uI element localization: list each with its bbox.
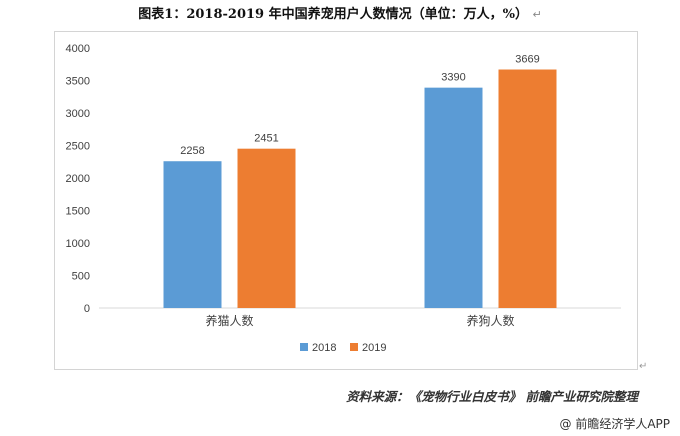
legend-label: 2019: [362, 342, 386, 354]
legend-label: 2018: [312, 342, 336, 354]
bar-2019: [498, 69, 557, 308]
category-label: 养猫人数: [205, 313, 253, 328]
y-tick-label: 1500: [66, 206, 90, 218]
data-label: 3669: [515, 54, 539, 66]
source-text: 资料来源：《宠物行业白皮书》 前瞻产业研究院整理: [346, 389, 638, 404]
data-label: 3390: [441, 72, 465, 84]
data-label: 2451: [254, 133, 278, 145]
y-tick-label: 0: [84, 303, 90, 315]
y-tick-label: 2500: [66, 141, 90, 153]
frame-paragraph-mark: ↵: [639, 361, 648, 372]
chart-title-text: 图表1：2018-2019 年中国养宠用户人数情况（单位：万人，%）: [138, 7, 528, 22]
title-paragraph-mark: ↵: [532, 8, 542, 21]
source-note: 资料来源：《宠物行业白皮书》 前瞻产业研究院整理: [346, 386, 638, 405]
data-label: 2258: [180, 145, 204, 157]
chart-title: 图表1：2018-2019 年中国养宠用户人数情况（单位：万人，%） ↵: [0, 3, 680, 22]
bar-2018: [424, 87, 483, 309]
watermark: @ 前瞻经济学人APP: [559, 417, 671, 431]
y-tick-label: 4000: [66, 43, 90, 55]
y-tick-label: 3000: [66, 108, 90, 120]
bar-2018: [163, 161, 222, 308]
category-label: 养狗人数: [466, 313, 514, 328]
legend-swatch-2018: [300, 343, 308, 351]
bar-2019: [237, 148, 296, 308]
legend-swatch-2019: [350, 343, 358, 351]
y-tick-label: 3500: [66, 76, 90, 88]
y-tick-label: 1000: [66, 238, 90, 250]
y-tick-label: 500: [72, 271, 90, 283]
y-tick-label: 2000: [66, 173, 90, 185]
